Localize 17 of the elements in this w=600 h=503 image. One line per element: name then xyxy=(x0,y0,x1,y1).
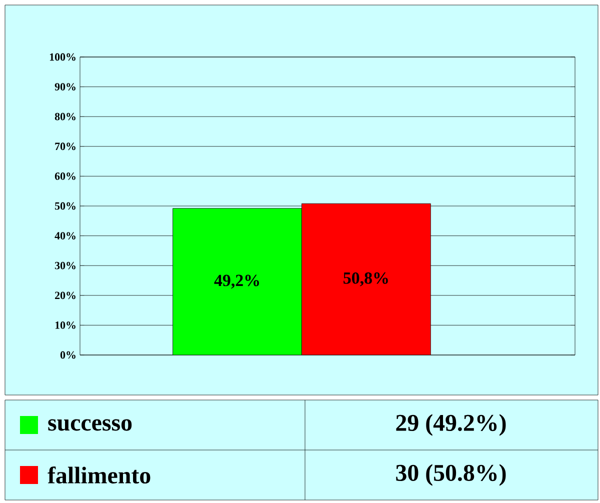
y-tick-label: 0% xyxy=(60,351,76,359)
y-tick-label: 60% xyxy=(54,172,76,180)
data-label: 50,8% xyxy=(344,272,388,286)
y-tick-label: 30% xyxy=(54,262,76,270)
y-tick-label: 100% xyxy=(50,53,76,61)
data-label: 49,2% xyxy=(214,274,259,289)
legend-label: successo xyxy=(48,419,132,431)
text: 30 (50.8%) xyxy=(396,464,506,486)
y-tick-label: 70% xyxy=(55,142,76,150)
legend-label: fallimento xyxy=(48,466,150,484)
text: 29 (49.2%) xyxy=(396,414,506,436)
y-tick-label: 80% xyxy=(54,112,76,120)
y-tick-label: 40% xyxy=(54,232,76,240)
y-tick-label: 10% xyxy=(55,321,76,329)
y-tick-label: 20% xyxy=(55,292,76,300)
y-tick-label: 90% xyxy=(54,83,76,91)
y-tick-label: 50% xyxy=(55,202,76,210)
